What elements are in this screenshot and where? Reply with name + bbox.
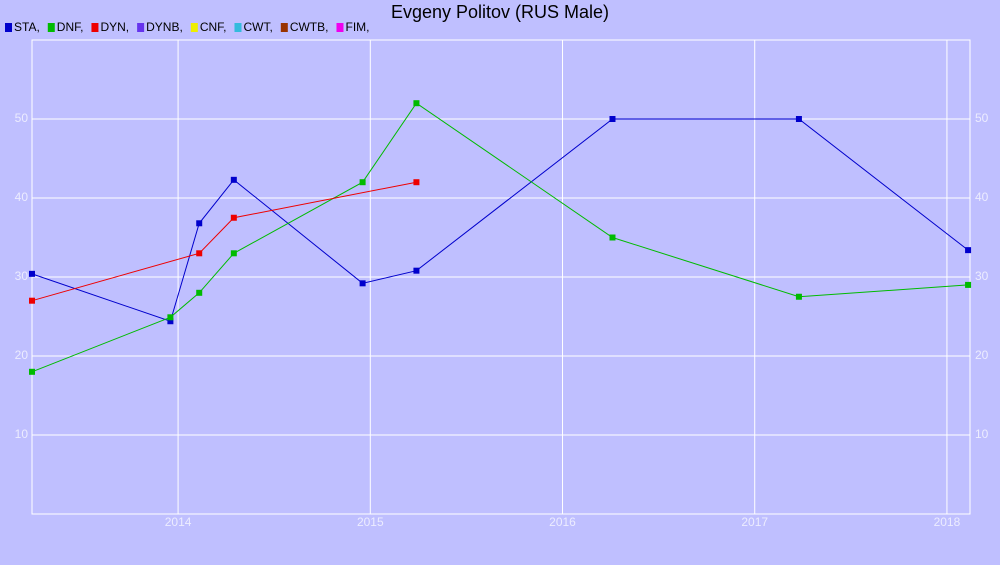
legend-label: FIM, [345, 20, 369, 34]
y-tick-label: 50 [15, 111, 29, 125]
y-tick-label: 40 [15, 190, 29, 204]
y-tick-label: 20 [15, 348, 29, 362]
legend-swatch [47, 23, 55, 32]
legend-swatch [280, 23, 288, 32]
legend-swatch [190, 23, 198, 32]
legend-label: CWT, [243, 20, 272, 34]
point [413, 179, 420, 186]
chart-title: Evgeny Politov (RUS Male) [391, 2, 609, 22]
legend-label: DNF, [57, 20, 84, 34]
series-line [31, 102, 969, 373]
point [413, 267, 420, 274]
y-tick-label: 30 [15, 269, 29, 283]
point [359, 179, 366, 186]
legend-label: DYNB, [146, 20, 183, 34]
legend-label: STA, [14, 20, 40, 34]
point [795, 293, 802, 300]
legend-swatch [91, 23, 99, 32]
point [965, 247, 972, 254]
point [359, 280, 366, 287]
point [609, 234, 616, 241]
legend-swatch [5, 23, 12, 32]
x-tick-label: 2015 [357, 515, 384, 529]
point [29, 297, 35, 304]
point [413, 100, 420, 107]
y-tick-label-right: 30 [975, 269, 989, 283]
y-tick-label-right: 40 [975, 190, 989, 204]
point [196, 289, 203, 296]
legend-label: CWTB, [290, 20, 329, 34]
point [230, 176, 237, 183]
point [29, 368, 35, 375]
point [230, 250, 237, 257]
point [196, 250, 203, 257]
legend-swatch [137, 23, 145, 32]
x-tick-label: 2014 [165, 515, 192, 529]
point [167, 314, 174, 321]
y-tick-label-right: 10 [975, 427, 989, 441]
series-line [31, 181, 417, 302]
point [29, 270, 35, 277]
legend-label: CNF, [200, 20, 227, 34]
series-line [31, 118, 969, 322]
point [230, 214, 237, 221]
y-tick-label: 10 [15, 427, 29, 441]
point [965, 281, 972, 288]
point [609, 116, 616, 122]
legend-swatch [234, 23, 242, 32]
x-tick-label: 2016 [549, 515, 576, 529]
x-tick-label: 2017 [741, 515, 768, 529]
point [196, 220, 203, 227]
y-tick-label-right: 20 [975, 348, 989, 362]
point [167, 318, 174, 325]
point [795, 116, 802, 122]
y-tick-label-right: 50 [975, 111, 989, 125]
x-tick-label: 2018 [934, 515, 961, 529]
legend-swatch [336, 23, 344, 32]
legend-label: DYN, [100, 20, 129, 34]
